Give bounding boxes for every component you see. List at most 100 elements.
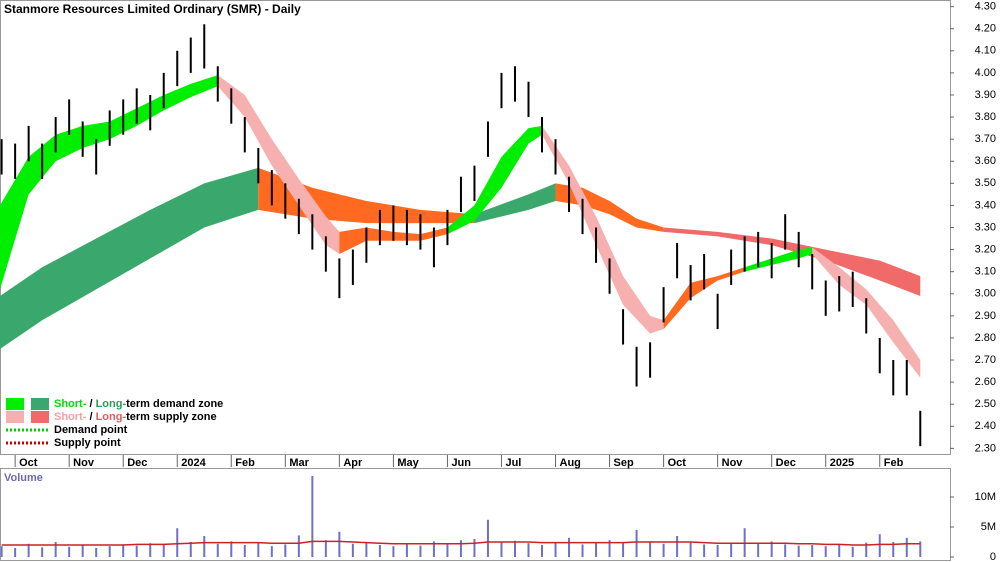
volume-bar xyxy=(297,535,300,557)
volume-bar xyxy=(351,543,354,557)
x-tick-label: Jun xyxy=(451,457,471,469)
volume-tick-label: 0 xyxy=(990,551,996,562)
chart-title: Stanmore Resources Limited Ordinary (SMR… xyxy=(4,2,301,16)
volume-bar xyxy=(554,542,557,557)
y-tick-label: 3.80 xyxy=(975,111,996,123)
zone-band xyxy=(555,183,664,232)
volume-average xyxy=(1,540,921,546)
volume-bar xyxy=(257,542,260,557)
price-bars xyxy=(0,24,922,447)
legend-text-part: Long- xyxy=(96,411,127,423)
zone-band xyxy=(744,247,813,272)
volume-bar xyxy=(784,544,787,557)
legend-text-part: term supply zone xyxy=(126,411,216,423)
x-tick-label: Dec xyxy=(776,457,796,469)
volume-bar xyxy=(284,544,287,557)
volume-bar xyxy=(622,543,625,557)
volume-bar xyxy=(770,541,773,557)
volume-bar xyxy=(459,540,462,557)
volume-bar xyxy=(635,530,638,557)
volume-bar xyxy=(703,544,706,557)
volume-bar xyxy=(649,541,652,557)
volume-bar xyxy=(324,540,327,557)
volume-bar xyxy=(797,545,800,557)
y-tick-label: 2.40 xyxy=(975,420,996,432)
volume-title: Volume xyxy=(4,472,43,484)
x-tick-label: 2025 xyxy=(830,457,854,469)
volume-tick-label: 10M xyxy=(975,491,996,503)
bands xyxy=(0,75,921,378)
legend-text-part: Short- xyxy=(54,398,87,410)
legend-text-part: / xyxy=(86,398,95,410)
legend-label: Demand point xyxy=(54,424,128,436)
y-tick-label: 2.60 xyxy=(975,376,996,388)
volume-bar xyxy=(432,541,435,557)
zone-band xyxy=(542,125,664,334)
volume-bar xyxy=(824,546,827,557)
volume-bar xyxy=(392,546,395,557)
volume-bar xyxy=(162,545,165,557)
volume-bar xyxy=(905,537,908,557)
legend-text-part: Long- xyxy=(96,398,127,410)
y-tick-label: 3.10 xyxy=(975,266,996,278)
volume-bar xyxy=(189,542,192,557)
volume-bar xyxy=(338,531,341,557)
volume-bar xyxy=(581,544,584,557)
volume-bar xyxy=(595,542,598,557)
volume-bar xyxy=(95,548,98,557)
x-tick-label: Mar xyxy=(289,457,309,469)
volume-bar xyxy=(757,543,760,557)
y-tick-label: 3.90 xyxy=(975,89,996,101)
y-tick-label: 3.30 xyxy=(975,221,996,233)
volume-bar xyxy=(122,544,125,557)
volume-bar xyxy=(851,546,854,557)
x-tick-label: Oct xyxy=(19,457,38,469)
volume-bar xyxy=(311,476,314,557)
volume-bar xyxy=(378,545,381,557)
volume-bar xyxy=(730,543,733,557)
legend-label: Short- / Long-term supply zone xyxy=(54,411,217,423)
volume-bar xyxy=(919,541,922,557)
volume-tick-label: 5M xyxy=(981,521,996,533)
volume-bar xyxy=(513,540,516,557)
volume-bar xyxy=(878,534,881,557)
volume-bar xyxy=(811,545,814,557)
x-tick-label: Dec xyxy=(127,457,147,469)
x-tick-label: Oct xyxy=(668,457,687,469)
y-tick-label: 3.70 xyxy=(975,133,996,145)
legend-text-part: / xyxy=(86,411,95,423)
volume-bar xyxy=(716,545,719,557)
zone-band xyxy=(0,167,259,349)
volume-bar xyxy=(203,536,206,557)
legend-label: Short- / Long-term demand zone xyxy=(54,398,223,410)
y-tick-label: 2.70 xyxy=(975,354,996,366)
volume-bar xyxy=(527,543,530,557)
legend-text-part: Short- xyxy=(54,411,87,423)
y-tick-label: 4.20 xyxy=(975,23,996,35)
volume-bar xyxy=(14,548,17,557)
volume-bar xyxy=(473,539,476,557)
y-tick-label: 3.60 xyxy=(975,155,996,167)
volume-bar xyxy=(500,542,503,557)
volume-bar xyxy=(108,546,111,557)
volume-bar xyxy=(541,545,544,557)
zone-band xyxy=(663,227,921,296)
volume-bar xyxy=(41,547,44,557)
y-tick-label: 3.40 xyxy=(975,199,996,211)
volume-bar xyxy=(608,540,611,557)
volume-bar xyxy=(486,519,489,557)
x-tick-label: Apr xyxy=(343,457,363,469)
x-tick-label: Aug xyxy=(560,457,581,469)
y-tick-label: 4.30 xyxy=(975,1,996,13)
zone-band xyxy=(217,75,340,255)
x-tick-label: Nov xyxy=(722,457,744,469)
y-tick-label: 4.00 xyxy=(975,67,996,79)
y-tick-label: 3.20 xyxy=(975,243,996,255)
volume-bar xyxy=(243,545,246,557)
y-tick-label: 2.50 xyxy=(975,398,996,410)
volume-bar xyxy=(662,543,665,557)
volume-bar xyxy=(0,546,3,557)
x-tick-label: Sep xyxy=(614,457,634,469)
